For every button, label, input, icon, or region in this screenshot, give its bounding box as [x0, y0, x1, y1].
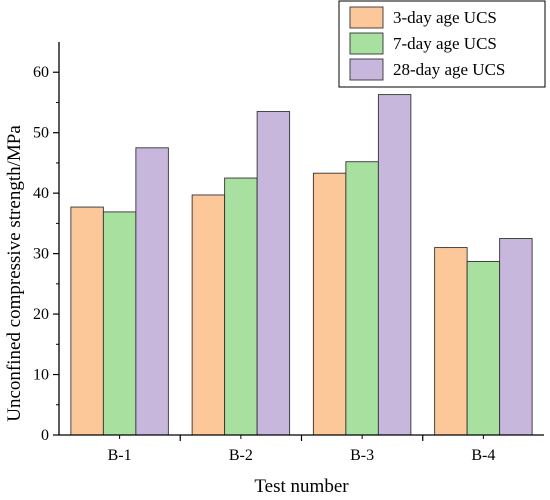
y-tick-label: 40: [33, 185, 49, 202]
y-axis-title: Unconfined compressive strength/MPa: [4, 125, 25, 422]
y-tick-label: 50: [33, 125, 49, 142]
x-axis-title: Test number: [254, 476, 349, 497]
y-tick-label: 30: [33, 246, 49, 263]
bar-B-2-series-2: [224, 177, 258, 436]
bar-B-2-series-3: [256, 111, 291, 436]
bar-B-1-series-1: [70, 206, 104, 436]
x-tick-label: B-2: [229, 447, 253, 464]
bar-B-4-series-2: [466, 261, 501, 436]
bar-B-3-series-1: [312, 172, 347, 436]
y-tick-label: 0: [41, 427, 49, 444]
legend-label-2: 7-day age UCS: [393, 34, 497, 53]
bar-B-1-series-3: [135, 147, 169, 436]
x-tick-label: B-3: [350, 447, 374, 464]
y-tick-label: 20: [33, 306, 49, 323]
bar-B-2-series-1: [191, 194, 226, 436]
legend-swatch-2: [349, 32, 384, 55]
bars-group: [70, 94, 533, 436]
legend-swatch-3: [349, 58, 384, 81]
bar-B-1-series-2: [102, 211, 137, 436]
x-ticks-group: B-1 B-2 B-3 B-4: [108, 435, 495, 464]
legend: 3-day age UCS 7-day age UCS 28-day age UCS: [338, 0, 546, 88]
x-tick-label: B-4: [471, 447, 495, 464]
legend-label-1: 3-day age UCS: [393, 8, 497, 27]
y-ticks-group: 0 10 20 30 40 50 60: [33, 64, 59, 444]
y-tick-label: 10: [33, 367, 49, 384]
bar-B-3-series-3: [377, 94, 412, 436]
legend-swatch-1: [349, 6, 384, 29]
y-tick-label: 60: [33, 64, 49, 81]
x-tick-label: B-1: [108, 447, 132, 464]
bar-B-3-series-2: [345, 161, 379, 436]
legend-label-3: 28-day age UCS: [393, 60, 505, 79]
bar-B-4-series-1: [434, 247, 468, 436]
bar-B-4-series-3: [499, 238, 533, 436]
